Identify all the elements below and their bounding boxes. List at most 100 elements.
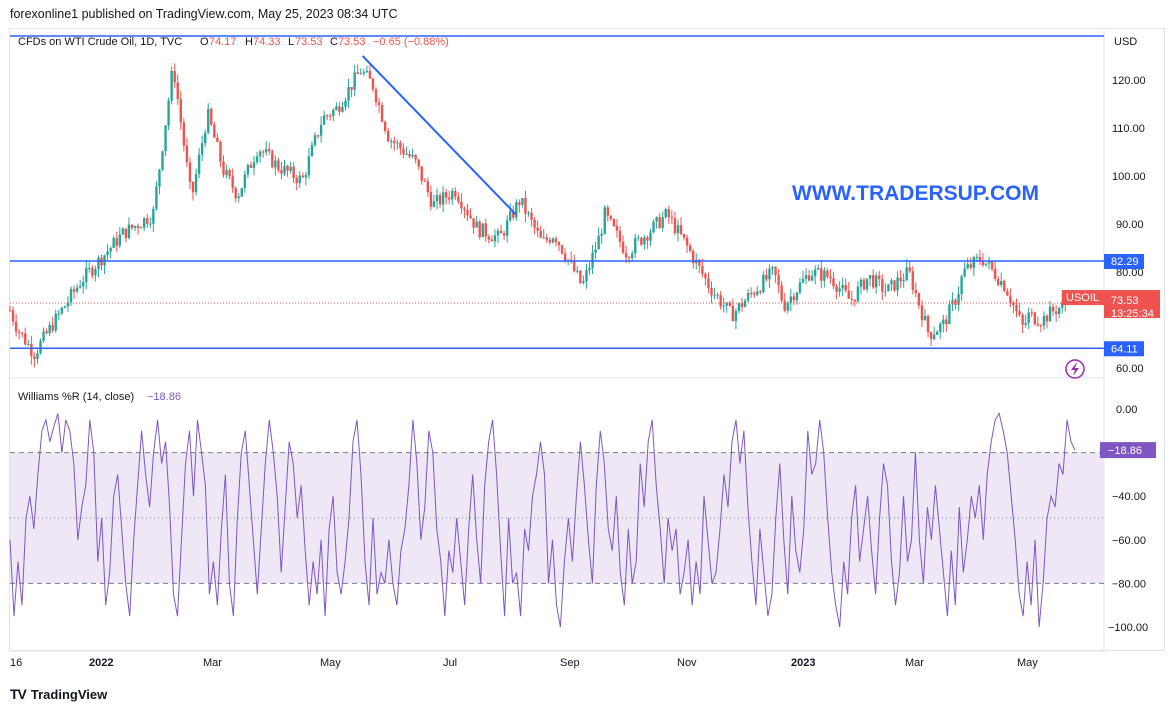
candle-body <box>167 100 170 126</box>
price-tick: 90.00 <box>1116 219 1144 231</box>
candle-body <box>716 294 719 296</box>
candle-body <box>774 266 777 276</box>
candle-body <box>347 86 350 101</box>
candle-body <box>560 245 564 254</box>
candle-body <box>249 164 253 168</box>
candle-body <box>634 238 637 254</box>
candle-body <box>326 115 329 117</box>
candle-body <box>524 198 527 214</box>
candle-body <box>393 141 396 144</box>
candle-body <box>661 217 664 228</box>
candle-body <box>685 237 689 246</box>
candle-body <box>554 238 558 243</box>
willr-tick: −80.00 <box>1112 578 1146 590</box>
candle-body <box>887 284 890 292</box>
candle-body <box>402 148 405 155</box>
candle-body <box>191 181 195 193</box>
candle-body <box>365 70 369 73</box>
last-price-tag <box>1104 290 1160 319</box>
candle-body <box>277 160 280 171</box>
candle-body <box>109 247 112 252</box>
candle-body <box>518 202 521 205</box>
candle-body <box>82 282 85 287</box>
candle-body <box>164 125 167 152</box>
candle-body <box>969 264 972 268</box>
last-price-text: 73.53 <box>1111 295 1139 307</box>
candle-body <box>670 217 674 219</box>
candle-body <box>676 225 680 234</box>
candle-body <box>469 215 472 219</box>
candle-body <box>423 180 426 182</box>
candle-body <box>350 86 353 90</box>
candle-body <box>338 106 341 112</box>
candle-body <box>722 305 725 307</box>
candle-body <box>207 108 210 133</box>
candle-body <box>88 267 91 269</box>
lightning-icon[interactable] <box>1065 359 1085 379</box>
candle-body <box>39 340 42 354</box>
candle-body <box>627 257 631 259</box>
candle-body <box>124 228 128 239</box>
time-label: Nov <box>677 657 697 669</box>
candle-body <box>881 279 884 292</box>
candle-body <box>926 315 930 333</box>
candle-body <box>33 356 36 360</box>
candle-body <box>832 278 835 287</box>
candle-body <box>441 192 445 205</box>
candle-body <box>527 212 530 214</box>
time-label: 2023 <box>791 657 815 669</box>
candle-body <box>618 230 622 242</box>
candle-body <box>1036 324 1040 326</box>
candle-body <box>383 121 387 131</box>
candle-body <box>222 161 225 175</box>
candle-body <box>265 149 268 153</box>
candle-body <box>307 156 311 176</box>
candle-body <box>1042 315 1046 326</box>
candle-body <box>637 237 640 239</box>
candle-body <box>286 165 289 171</box>
candle-body <box>335 106 338 110</box>
candle-body <box>551 238 555 243</box>
trendline[interactable] <box>361 55 517 216</box>
candle-body <box>210 108 213 125</box>
candle-body <box>146 218 149 225</box>
candle-body <box>902 280 905 282</box>
candle-body <box>951 300 954 305</box>
candle-body <box>533 219 536 228</box>
candle-body <box>890 280 893 285</box>
candle-body <box>280 170 283 174</box>
candle-body <box>14 321 18 332</box>
candle-body <box>521 198 524 205</box>
candle-body <box>304 175 308 178</box>
candle-body <box>85 267 88 283</box>
candle-body <box>993 269 997 279</box>
candle-body <box>243 174 247 189</box>
candle-body <box>771 266 774 269</box>
time-label: Jul <box>443 657 457 669</box>
legend-open-label: O <box>200 36 209 48</box>
candle-body <box>179 99 182 123</box>
candle-body <box>667 209 670 218</box>
footer-brand[interactable]: TV TradingView <box>10 686 107 702</box>
willr-tick: 0.00 <box>1116 404 1137 416</box>
candle-body <box>1024 322 1027 325</box>
candle-body <box>609 215 613 219</box>
legend-high: 74.33 <box>253 36 281 48</box>
candle-body <box>127 224 131 239</box>
candle-body <box>118 234 121 246</box>
candle-body <box>579 270 582 283</box>
candle-body <box>387 130 390 142</box>
candle-body <box>258 151 262 157</box>
candle-body <box>631 253 634 259</box>
candle-body <box>868 275 872 279</box>
candle-body <box>756 291 759 295</box>
candle-body <box>576 270 579 272</box>
candle-body <box>536 227 539 231</box>
candle-body <box>1048 306 1052 322</box>
support-tag-text: 64.11 <box>1111 343 1138 355</box>
candle-body <box>963 268 966 277</box>
resistance-tag-text: 82.29 <box>1111 256 1139 268</box>
candle-body <box>130 224 134 228</box>
indicator-value: −18.86 <box>147 391 181 403</box>
